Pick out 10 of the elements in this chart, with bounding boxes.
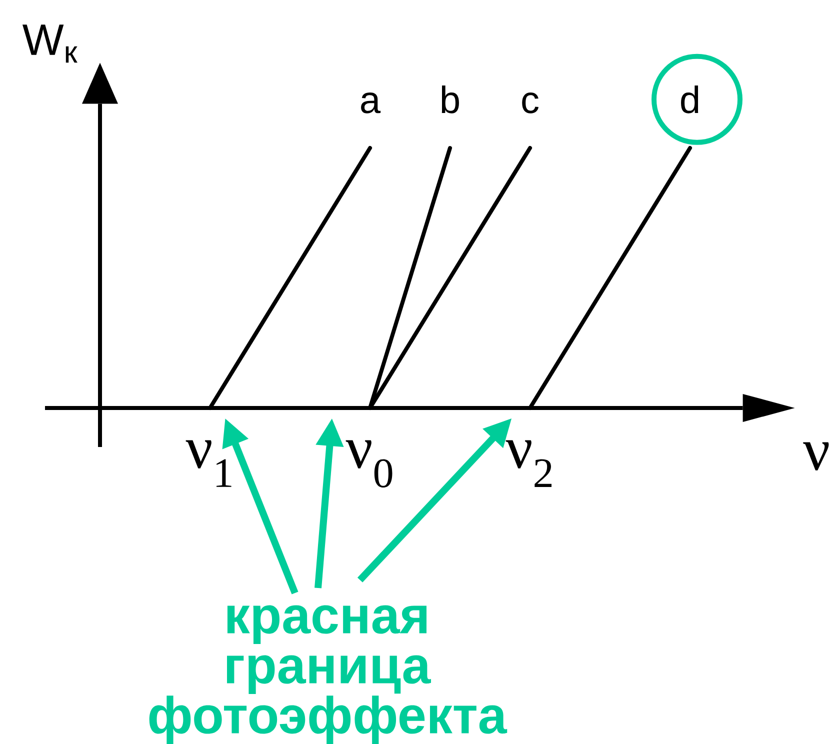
x-tick-label: ν$_{1}$ bbox=[186, 440, 232, 487]
x-tick-label: ν$_{2}$ bbox=[506, 440, 552, 488]
series-label: a bbox=[361, 92, 381, 114]
text: красная граница фотоэффекта bbox=[149, 605, 508, 744]
series-label: b bbox=[442, 85, 459, 114]
series-label: d bbox=[681, 85, 698, 114]
y-axis-title: W$_{к}$ bbox=[22, 24, 78, 63]
x-axis-title: ν bbox=[803, 442, 829, 470]
x-tick-label: ν$_{0}$ bbox=[346, 440, 392, 488]
series-label: c bbox=[522, 92, 539, 114]
